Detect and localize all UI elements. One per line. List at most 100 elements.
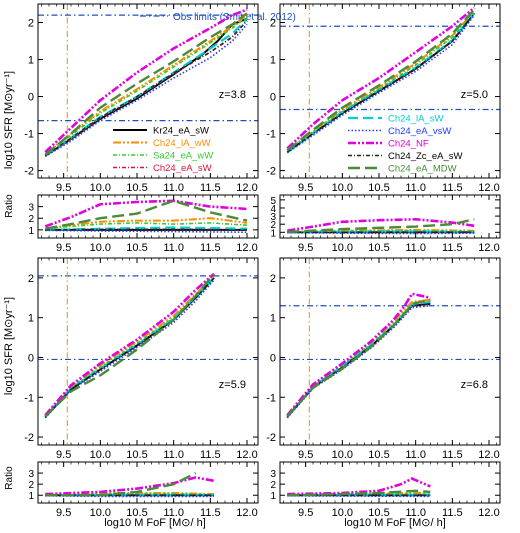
redshift-label: z=3.8 <box>219 89 246 101</box>
y-tick-label: 2 <box>270 18 276 30</box>
series-Ch24_eA_MDW <box>45 199 248 230</box>
series-Ch24_NF <box>44 199 248 228</box>
axes-frame <box>279 257 501 446</box>
x-tick-label: 11.0 <box>163 182 184 194</box>
x-tick-label: 11.5 <box>442 182 463 194</box>
y-tick-label: 2 <box>270 273 276 285</box>
series-Kr24_eA_sW <box>286 302 431 418</box>
legend-label-Ch24_lA_sW: Ch24_lA_sW <box>388 114 443 125</box>
x-tick-label: 10.0 <box>90 507 111 519</box>
x-tick-label: 12.0 <box>236 449 257 461</box>
y-tick-label: 2 <box>28 214 34 225</box>
y-label-ratio-bottom: Ratio <box>4 466 15 490</box>
x-tick-label: 11.5 <box>442 449 463 461</box>
x-tick-label: 11.0 <box>405 182 426 194</box>
x-tick-label: 12.0 <box>478 182 499 194</box>
y-label-top: log10 SFR [M⊙yr⁻¹] <box>3 71 15 169</box>
y-tick-label: -1 <box>24 392 34 404</box>
series-Ch24_NF <box>44 8 248 154</box>
x-tick-label: 11.0 <box>405 242 426 254</box>
series-Ch24_eA_vsW <box>287 494 431 498</box>
series-Ch24_eA_MDW <box>286 298 431 418</box>
legend-label-Ch24_Zc_eA_sW: Ch24_Zc_eA_sW <box>388 151 462 162</box>
y-tick-label: 3 <box>28 203 34 214</box>
y-tick-label: 2 <box>28 480 34 491</box>
x-tick-label: 10.5 <box>126 507 147 519</box>
y-tick-label: 3 <box>270 212 276 223</box>
x-tick-label: 12.0 <box>236 242 257 254</box>
series-Ch24_eA_MDW <box>44 12 248 156</box>
legend-label-Ch24_lA_wW: Ch24_lA_wW <box>153 138 211 149</box>
y-tick-label: 1 <box>28 313 34 325</box>
x-tick-label: 10.5 <box>126 449 147 461</box>
panel-z-3.8: Obs limits (Smit et al. 2012) 9.5 10.0 10.5… <box>24 3 296 194</box>
x-tick-label: 12.0 <box>478 507 499 519</box>
x-tick-label: 11.0 <box>163 507 184 519</box>
x-tick-label: 12.0 <box>478 242 499 254</box>
series-Sa24_eA_wW <box>45 222 248 230</box>
x-tick-label: 10.5 <box>126 182 147 194</box>
x-tick-label: 12.0 <box>478 449 499 461</box>
redshift-label: z=5.9 <box>219 379 246 391</box>
series-Ch24_lA_wW <box>44 14 248 155</box>
y-tick-label: 5 <box>270 196 276 207</box>
series-Ch24_NF <box>44 272 215 417</box>
series-Ch24_eA_vsW <box>44 279 215 419</box>
series-Sa24_eA_wW <box>44 16 248 155</box>
y-tick-label: -1 <box>266 129 276 141</box>
axes-frame <box>279 461 501 504</box>
x-tick-label: 9.5 <box>56 242 71 254</box>
y-tick-label: -1 <box>266 392 276 404</box>
x-tick-label: 11.5 <box>200 242 221 254</box>
series-Ch24_Zc_eA_sW <box>44 277 215 418</box>
x-tick-label: 10.5 <box>368 449 389 461</box>
x-tick-label: 11.0 <box>163 449 184 461</box>
series-Ch24_NF <box>287 217 475 232</box>
y-tick-label: 1 <box>270 228 276 239</box>
series-Ch24_eA_MDW <box>44 273 215 418</box>
y-tick-label: 3 <box>28 469 34 480</box>
axes-frame <box>37 461 259 504</box>
x-tick-label: 10.5 <box>368 182 389 194</box>
legend-label-Ch24_eA_vsW: Ch24_eA_vsW <box>388 126 451 137</box>
series-Ch24_eA_MDW <box>45 472 197 497</box>
series-Ch24_eA_vsW <box>44 23 248 158</box>
y-tick-label: 0 <box>28 92 34 104</box>
axes-frame <box>279 3 501 179</box>
series-Ch24_eA_vsW <box>286 14 475 154</box>
series-Ch24_lA_sW <box>45 226 248 231</box>
x-tick-label: 11.0 <box>405 507 426 519</box>
series-Ch24_lA_wW <box>286 10 476 152</box>
y-tick-label: 1 <box>28 226 34 237</box>
series-Ch24_eA_vsW <box>45 229 248 233</box>
x-tick-label: 10.5 <box>126 242 147 254</box>
x-tick-label: 11.5 <box>200 507 221 519</box>
redshift-label: z=5.0 <box>461 89 488 101</box>
x-tick-label: 9.5 <box>298 449 313 461</box>
x-tick-label: 9.5 <box>56 449 71 461</box>
y-tick-label: 2 <box>28 273 34 285</box>
x-tick-label: 9.5 <box>56 507 71 519</box>
x-tick-label: 11.5 <box>442 242 463 254</box>
y-tick-label: -2 <box>266 432 276 444</box>
series-Ch24_eA_MDW <box>286 8 476 152</box>
y-tick-label: -2 <box>24 166 34 178</box>
panel-z-6.8: 9.5 10.0 10.5 11.0 11.5 12.0 -2 -1 0 1 2 z=6.8 <box>266 257 501 461</box>
x-tick-label: 10.0 <box>332 449 353 461</box>
y-tick-label: 2 <box>270 480 276 491</box>
x-tick-label: 12.0 <box>236 182 257 194</box>
x-tick-label: 11.5 <box>200 182 221 194</box>
legend-label-Ch24_eA_sW: Ch24_eA_sW <box>153 163 212 174</box>
y-tick-label: -2 <box>24 432 34 444</box>
y-tick-label: 1 <box>270 491 276 502</box>
x-tick-label: 11.5 <box>442 507 463 519</box>
series-Ch24_eA_MDW <box>287 218 475 234</box>
series-Ch24_NF <box>286 292 431 417</box>
y-label-ratio-top: Ratio <box>4 194 15 218</box>
panel-ratio-z-3.8: 9.5 10.0 10.5 11.0 11.5 12.0 123 <box>28 194 259 254</box>
x-tick-label: 10.0 <box>90 449 111 461</box>
x-tick-label: 10.5 <box>368 242 389 254</box>
x-tick-label: 10.0 <box>332 507 353 519</box>
series-Ch24_NF <box>45 476 215 496</box>
x-tick-label: 10.5 <box>368 507 389 519</box>
